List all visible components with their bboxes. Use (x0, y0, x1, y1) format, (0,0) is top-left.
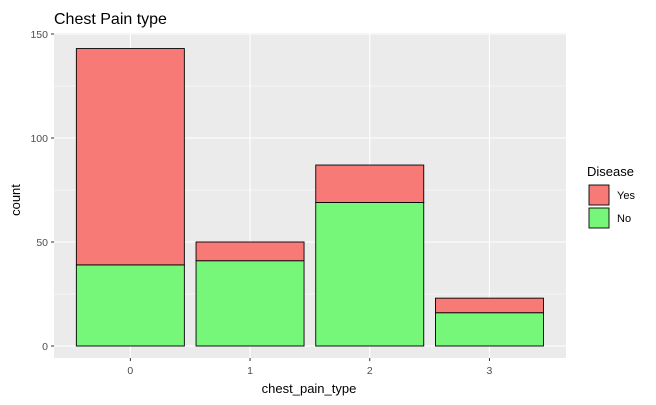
bar-segment (435, 297, 544, 314)
x-axis-title: chest_pain_type (262, 381, 357, 396)
bar-segment (435, 312, 544, 347)
bar-segment (75, 264, 185, 347)
x-tick-label: 2 (367, 365, 373, 377)
legend-label: Yes (617, 190, 635, 202)
y-tick-label: 100 (30, 133, 48, 145)
x-tick-label: 0 (127, 365, 133, 377)
bar-segment (315, 164, 425, 203)
y-axis-title: count (8, 184, 23, 216)
bar-segment (75, 48, 185, 266)
legend-title: Disease (587, 164, 634, 179)
legend-label: No (617, 213, 631, 225)
bar-segment (315, 202, 425, 347)
x-tick-label: 3 (487, 365, 493, 377)
bar-segment (195, 260, 305, 347)
x-tick-label: 1 (247, 365, 253, 377)
y-axis: 0 50 100 150 (30, 29, 54, 353)
legend-key (588, 184, 610, 206)
y-tick-label: 0 (42, 341, 48, 353)
x-axis: 0 1 2 3 (127, 358, 493, 377)
legend-key (588, 207, 610, 229)
bar-segment (195, 241, 305, 262)
y-tick-label: 150 (30, 29, 48, 41)
legend: Disease Yes No (587, 164, 635, 229)
y-tick-label: 50 (36, 237, 48, 249)
bars (75, 48, 544, 347)
chart-title: Chest Pain type (54, 11, 167, 28)
